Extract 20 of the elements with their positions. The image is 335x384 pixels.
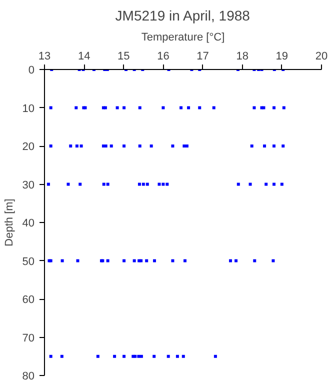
x-tick-label: 16 — [157, 50, 170, 62]
y-tick-label: 0 — [28, 64, 35, 76]
x-tick-label: 14 — [78, 50, 90, 62]
y-tick-label: 40 — [22, 218, 35, 230]
y-axis-title: Depth [m] — [3, 198, 16, 246]
y-tick-label: 70 — [22, 332, 35, 344]
x-axis-title: Temperature [°C] — [141, 32, 225, 44]
x-tick-label: 17 — [196, 50, 209, 62]
chart-title: JM5219 in April, 1988 — [115, 8, 250, 24]
y-tick-label: 10 — [22, 102, 35, 115]
y-tick-label: 20 — [22, 141, 35, 153]
x-tick-label: 13 — [38, 50, 51, 62]
x-tick-label: 20 — [315, 50, 328, 62]
x-tick-label: 15 — [118, 50, 130, 62]
y-tick-label: 80 — [22, 370, 35, 382]
y-tick-label: 50 — [22, 256, 35, 268]
x-tick-label: 18 — [236, 50, 248, 62]
y-tick-label: 30 — [22, 179, 35, 192]
x-tick-label: 19 — [276, 50, 288, 62]
y-tick-label: 60 — [22, 294, 35, 306]
